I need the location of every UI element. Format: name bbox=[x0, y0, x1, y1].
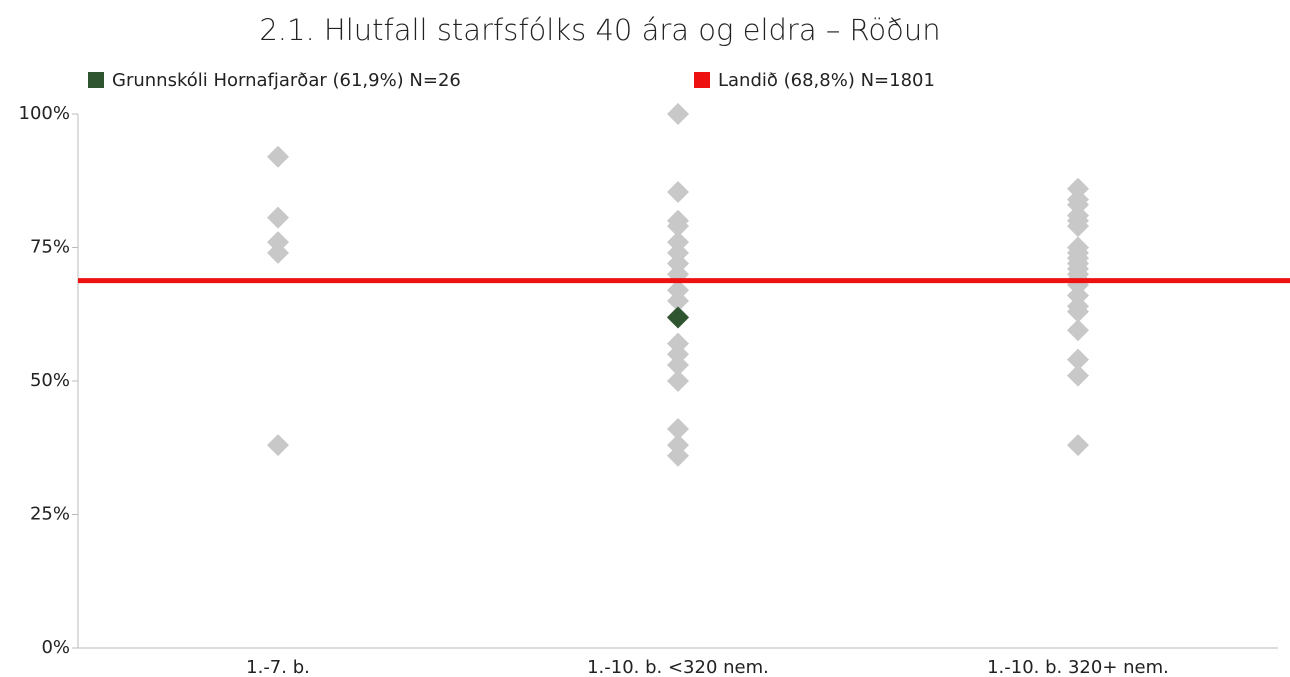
highlight-point bbox=[667, 306, 689, 329]
y-tick-label: 25% bbox=[30, 504, 70, 525]
legend-label: Landið (68,8%) N=1801 bbox=[718, 70, 935, 91]
x-tick-label: 1.-10. b. <320 nem. bbox=[587, 657, 769, 677]
comparison-point bbox=[1067, 364, 1089, 387]
comparison-point bbox=[1067, 434, 1089, 457]
comparison-point bbox=[667, 353, 689, 376]
y-tick-label: 75% bbox=[30, 237, 70, 258]
comparison-point bbox=[1067, 348, 1089, 371]
comparison-point bbox=[1067, 215, 1089, 238]
chart-title: 2.1. Hlutfall starfsfólks 40 ára og eldr… bbox=[259, 13, 940, 47]
comparison-point bbox=[267, 145, 289, 168]
y-tick-label: 50% bbox=[30, 370, 70, 391]
comparison-point bbox=[667, 215, 689, 238]
comparison-point bbox=[267, 206, 289, 229]
comparison-point bbox=[667, 180, 689, 203]
comparison-point bbox=[267, 434, 289, 457]
legend-swatch bbox=[694, 72, 710, 88]
legend-swatch bbox=[88, 72, 104, 88]
comparison-point bbox=[667, 444, 689, 467]
comparison-point bbox=[667, 418, 689, 441]
x-tick-label: 1.-7. b. bbox=[246, 657, 310, 677]
comparison-point bbox=[667, 289, 689, 312]
y-tick-label: 0% bbox=[41, 637, 70, 658]
comparison-point bbox=[667, 103, 689, 125]
comparison-point bbox=[667, 370, 689, 392]
legend-label: Grunnskóli Hornafjarðar (61,9%) N=26 bbox=[112, 70, 461, 91]
x-tick-label: 1.-10. b. 320+ nem. bbox=[987, 657, 1169, 677]
comparison-point bbox=[267, 241, 289, 264]
comparison-point bbox=[1067, 300, 1089, 323]
y-tick-label: 100% bbox=[19, 103, 70, 124]
comparison-point bbox=[1067, 319, 1089, 342]
